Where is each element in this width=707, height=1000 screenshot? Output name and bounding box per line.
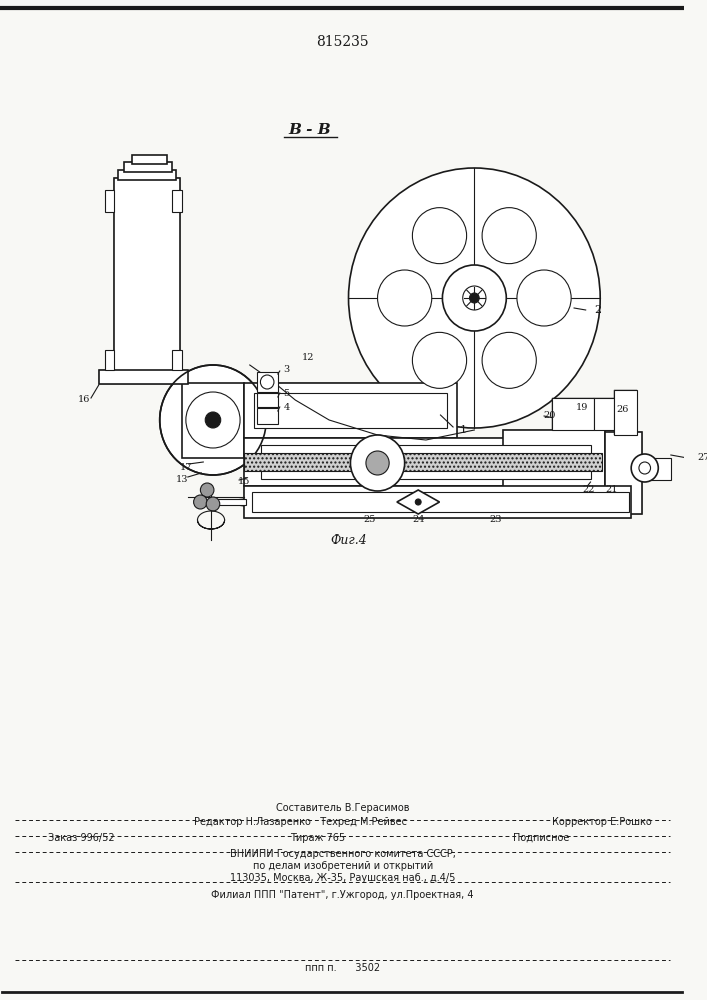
Circle shape	[206, 497, 220, 511]
Bar	[595, 398, 614, 430]
Bar	[115, 178, 180, 373]
Bar	[244, 438, 602, 486]
Circle shape	[260, 375, 274, 389]
Circle shape	[482, 208, 537, 264]
Bar	[551, 398, 595, 430]
Bar	[244, 486, 631, 518]
Bar	[257, 393, 278, 407]
Text: 25: 25	[363, 516, 376, 524]
Text: Подписное: Подписное	[513, 833, 569, 843]
Text: 19: 19	[575, 403, 588, 412]
Text: ВНИИПИ Государственного комитета СССР,: ВНИИПИ Государственного комитета СССР,	[230, 849, 455, 859]
Bar	[99, 370, 188, 384]
Bar	[115, 178, 180, 373]
Text: Тираж 765: Тираж 765	[291, 833, 346, 843]
Circle shape	[194, 495, 207, 509]
Bar	[257, 372, 278, 392]
Text: 17: 17	[180, 462, 192, 472]
Bar	[503, 430, 605, 515]
Bar	[182, 383, 244, 458]
Text: Филиал ППП "Патент", г.Ужгород, ул.Проектная, 4: Филиал ППП "Патент", г.Ужгород, ул.Проек…	[211, 890, 474, 900]
Circle shape	[412, 208, 467, 264]
Text: Заказ 996/52: Заказ 996/52	[48, 833, 115, 843]
Text: по делам изобретений и открытий: по делам изобретений и открытий	[252, 861, 433, 871]
Text: Корректор Е.Рошко: Корректор Е.Рошко	[551, 817, 652, 827]
Text: 113035, Москва, Ж-35, Раушская наб., д.4/5: 113035, Москва, Ж-35, Раушская наб., д.4…	[230, 873, 455, 883]
Polygon shape	[397, 490, 440, 514]
Bar	[244, 383, 457, 438]
Text: 3: 3	[284, 365, 290, 374]
Text: 23: 23	[489, 516, 502, 524]
Circle shape	[412, 332, 467, 388]
Circle shape	[631, 454, 658, 482]
Text: 27: 27	[697, 454, 707, 462]
Bar	[614, 390, 637, 435]
Text: 24: 24	[412, 516, 424, 524]
Circle shape	[366, 451, 389, 475]
Bar	[642, 458, 671, 480]
Circle shape	[160, 365, 267, 475]
Bar	[124, 162, 173, 172]
Text: В - В: В - В	[288, 123, 331, 137]
Text: 21: 21	[606, 486, 618, 494]
Circle shape	[415, 499, 421, 505]
Bar	[551, 398, 595, 430]
Bar	[118, 170, 176, 180]
Text: Фиг.4: Фиг.4	[330, 534, 367, 546]
Text: 16: 16	[78, 395, 90, 404]
Bar	[132, 155, 167, 164]
Text: 20: 20	[544, 410, 556, 420]
Bar	[244, 486, 631, 518]
Bar	[254, 393, 448, 428]
Circle shape	[349, 168, 600, 428]
Text: 1: 1	[459, 425, 467, 435]
Bar	[99, 370, 188, 384]
Bar	[262, 445, 590, 479]
Bar	[605, 432, 642, 514]
Bar	[105, 350, 115, 370]
Bar	[105, 190, 115, 212]
Text: 13: 13	[176, 476, 188, 485]
Bar	[244, 453, 602, 471]
Circle shape	[378, 270, 432, 326]
Bar	[503, 430, 605, 515]
Text: 4: 4	[284, 403, 290, 412]
Circle shape	[639, 462, 650, 474]
Circle shape	[351, 435, 404, 491]
Circle shape	[517, 270, 571, 326]
Text: Редактор Н.Лазаренко   Техред М.Рейвес: Редактор Н.Лазаренко Техред М.Рейвес	[194, 817, 407, 827]
Circle shape	[469, 293, 479, 303]
Circle shape	[482, 332, 537, 388]
Bar	[215, 499, 246, 505]
Text: 26: 26	[617, 406, 629, 414]
Circle shape	[186, 392, 240, 448]
Circle shape	[160, 365, 267, 475]
Circle shape	[200, 483, 214, 497]
Circle shape	[443, 265, 506, 331]
Bar	[257, 408, 278, 424]
Bar	[244, 438, 602, 486]
Bar	[173, 350, 182, 370]
Text: 12: 12	[302, 354, 314, 362]
Bar	[244, 383, 457, 438]
Circle shape	[205, 412, 221, 428]
Text: 2: 2	[595, 305, 602, 315]
Bar	[605, 432, 642, 514]
Bar	[173, 190, 182, 212]
Text: 815235: 815235	[317, 35, 369, 49]
Polygon shape	[215, 499, 244, 506]
Bar	[252, 492, 629, 512]
Bar	[182, 383, 244, 458]
Bar	[595, 398, 614, 430]
Text: Составитель В.Герасимов: Составитель В.Герасимов	[276, 803, 409, 813]
Text: 15: 15	[238, 478, 250, 487]
Bar	[614, 390, 637, 435]
Text: 5: 5	[284, 388, 290, 397]
Text: 22: 22	[583, 486, 595, 494]
Circle shape	[463, 286, 486, 310]
Text: ппп п.      3502: ппп п. 3502	[305, 963, 380, 973]
